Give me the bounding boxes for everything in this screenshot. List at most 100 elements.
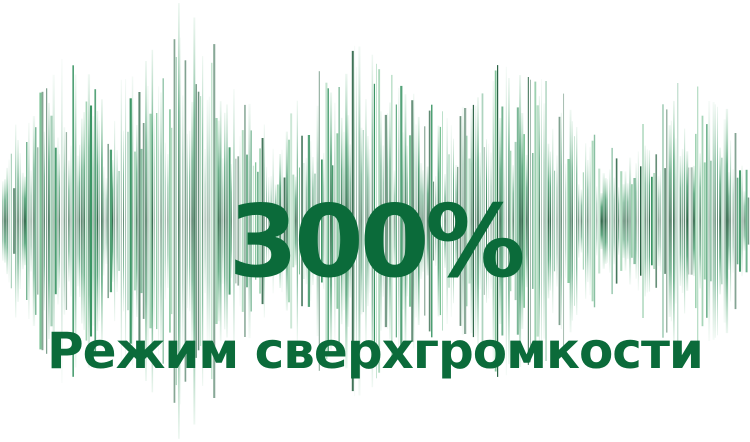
waveform-bar (578, 184, 580, 258)
waveform-bar (147, 86, 149, 357)
waveform-bar (472, 104, 475, 338)
waveform-bar (354, 45, 356, 397)
waveform-bar (189, 130, 191, 312)
waveform-bar (587, 160, 589, 283)
waveform-bar (736, 177, 739, 265)
waveform-bar (180, 37, 182, 405)
waveform-bar (81, 118, 83, 324)
waveform-bar (17, 140, 19, 302)
waveform-bar (208, 96, 211, 346)
waveform-bar (743, 191, 746, 251)
waveform-bar (580, 189, 583, 253)
waveform-bar (72, 65, 74, 377)
waveform-bar (26, 142, 28, 300)
waveform-bar (538, 96, 541, 346)
waveform-bar (178, 3, 180, 439)
waveform-bar (63, 127, 66, 315)
waveform-bar (228, 147, 231, 295)
waveform-bar (200, 96, 202, 346)
waveform-bar (76, 155, 80, 287)
waveform-bar (734, 133, 737, 310)
waveform-bar (703, 162, 706, 280)
waveform-bar (74, 74, 77, 368)
waveform-bar (525, 154, 528, 288)
waveform-bar (162, 78, 164, 364)
waveform-bar (279, 154, 282, 288)
waveform-bar (560, 112, 562, 330)
waveform-bar (241, 130, 244, 312)
waveform-bar (428, 110, 431, 332)
waveform-bar (373, 83, 376, 359)
waveform-bar (728, 172, 730, 270)
waveform-bar (464, 108, 467, 334)
waveform-bar (39, 92, 42, 350)
waveform-bar (46, 88, 48, 354)
waveform-bar (140, 148, 143, 294)
waveform-bar (103, 166, 105, 276)
waveform-bar (195, 84, 197, 358)
waveform-bar (420, 163, 423, 279)
waveform-bar (114, 120, 116, 322)
waveform-bar (19, 153, 21, 289)
waveform-bar (268, 177, 270, 265)
waveform-bar (563, 93, 565, 349)
waveform-bar (85, 101, 88, 341)
waveform-bar (296, 100, 298, 342)
waveform-bar (391, 74, 393, 368)
waveform-bar (37, 147, 39, 295)
waveform-bar (730, 140, 732, 302)
waveform-bar (387, 113, 389, 329)
waveform-bar (204, 149, 206, 294)
waveform-bar (246, 154, 248, 288)
waveform-bar (21, 172, 24, 270)
waveform-bar (536, 105, 539, 337)
waveform-bar (226, 104, 228, 338)
waveform-bar (340, 117, 343, 325)
waveform-bar (486, 139, 488, 303)
waveform-bar (699, 153, 701, 289)
waveform-bar (345, 73, 348, 369)
waveform-bar (283, 177, 286, 265)
waveform-bar (349, 144, 352, 298)
waveform-bar (371, 54, 374, 388)
waveform-bar (10, 153, 12, 289)
waveform-bar (28, 122, 30, 320)
waveform-bar (151, 49, 154, 393)
waveform-bar (437, 125, 440, 317)
waveform-bar (527, 77, 529, 365)
waveform-bar (488, 143, 490, 299)
waveform-bar (611, 147, 613, 295)
waveform-bar (604, 178, 607, 264)
waveform-bar (708, 101, 711, 341)
waveform-bar (112, 160, 114, 282)
waveform-bar (171, 127, 173, 315)
waveform-bar (745, 169, 748, 273)
waveform-bar (556, 155, 558, 287)
waveform-bar (244, 104, 246, 338)
waveform-bar (552, 128, 554, 314)
waveform-bar (593, 134, 596, 308)
waveform-bar (213, 44, 216, 398)
waveform-bar (393, 170, 396, 272)
waveform-bar (138, 92, 141, 350)
waveform-bar (59, 154, 61, 288)
waveform-bar (173, 39, 176, 403)
waveform-bar (169, 109, 171, 333)
waveform-bar (217, 120, 220, 322)
waveform-bar (494, 70, 497, 372)
waveform-bar (433, 181, 435, 261)
waveform-bar (662, 104, 664, 338)
waveform-bar (567, 159, 570, 283)
waveform-bar (657, 176, 660, 266)
waveform-bar (404, 94, 407, 348)
waveform-bar (598, 168, 601, 274)
waveform-bar (382, 145, 384, 297)
waveform-bar (142, 123, 145, 319)
waveform-bar (41, 91, 44, 351)
waveform-bar (585, 143, 587, 299)
waveform-bar (422, 170, 424, 272)
waveform-bar (131, 76, 134, 366)
waveform-bar (356, 67, 358, 375)
waveform-bar (191, 101, 194, 341)
waveform-bar (461, 106, 465, 336)
